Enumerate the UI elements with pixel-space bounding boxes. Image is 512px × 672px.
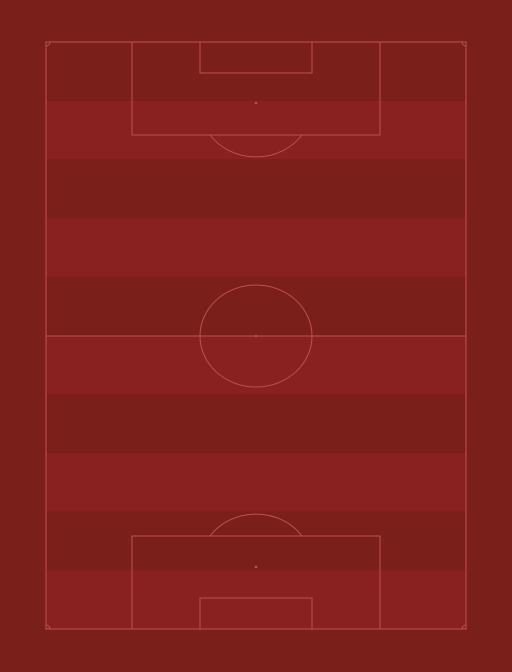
bottom-penalty-arc: [209, 513, 303, 537]
corner-arc-top-right: [461, 41, 467, 47]
top-penalty-spot: [254, 101, 258, 105]
bottom-penalty-spot: [254, 565, 258, 569]
pitch-stripe: [46, 42, 466, 101]
pitch-stripe: [46, 570, 466, 629]
pitch-stripe: [46, 218, 466, 277]
center-circle: [199, 284, 313, 388]
corner-arc-top-left: [45, 41, 51, 47]
pitch-stripe: [46, 276, 466, 336]
corner-arc-bottom-left: [45, 624, 51, 630]
pitch-stripe: [46, 511, 466, 571]
pitch-stripe: [46, 100, 466, 160]
pitch-stripe: [46, 394, 466, 453]
pitch-stripe: [46, 452, 466, 512]
pitch-stripe: [46, 335, 466, 395]
corner-arc-bottom-right: [461, 624, 467, 630]
center-spot: [254, 334, 258, 338]
top-goal-area: [199, 41, 313, 74]
top-penalty-arc: [209, 134, 303, 158]
pitch-markings: [45, 41, 467, 630]
bottom-goal-area: [199, 597, 313, 630]
pitch-stripe: [46, 159, 466, 219]
pitch-stripes: [46, 42, 466, 629]
